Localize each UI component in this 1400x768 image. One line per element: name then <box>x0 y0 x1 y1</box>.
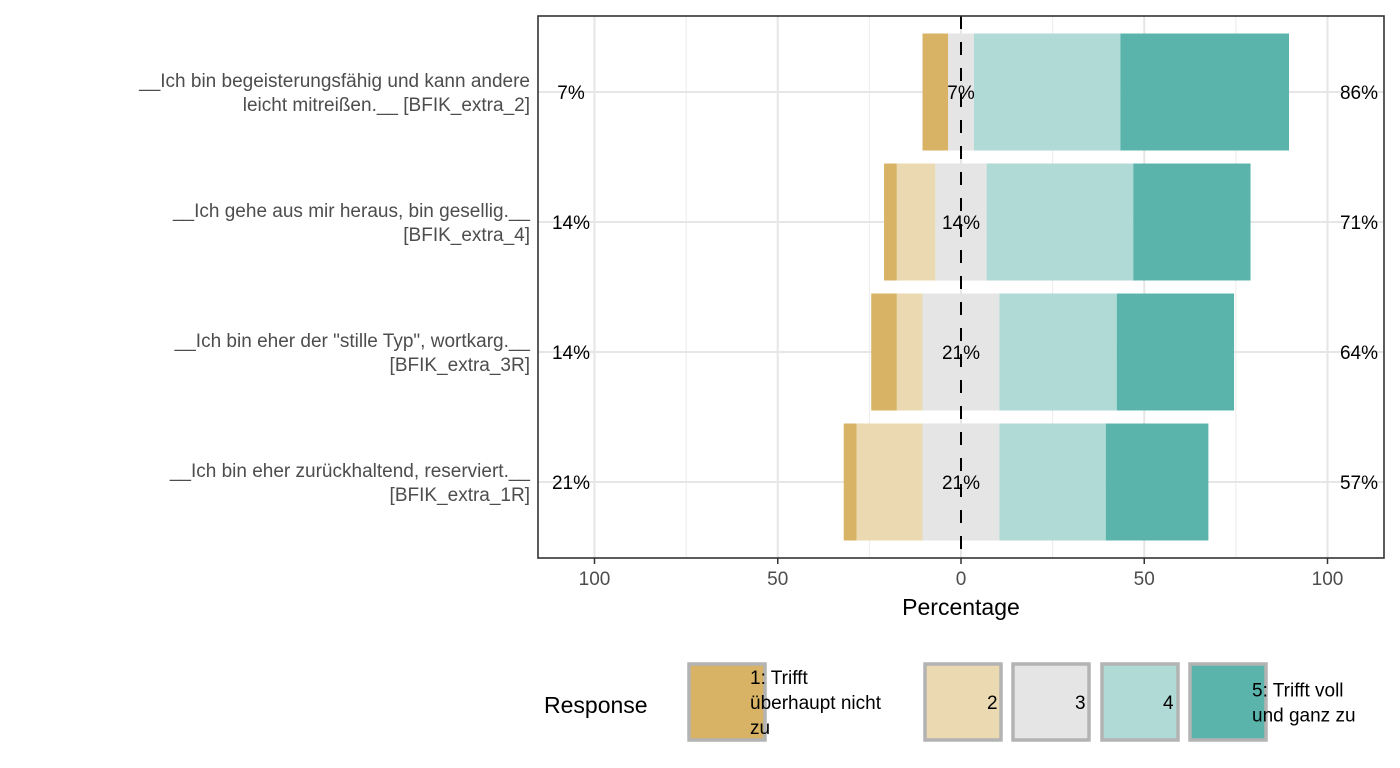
right-percent-label: 86% <box>1340 83 1378 104</box>
center-percent-label: 14% <box>942 213 980 234</box>
bar-segment <box>999 423 1106 541</box>
right-percent-label: 64% <box>1340 343 1378 364</box>
left-percent-label: 14% <box>552 343 590 364</box>
bar-segment <box>843 423 857 541</box>
item-label: __Ich bin eher zurückhaltend, reserviert… <box>169 461 531 506</box>
bar-segment <box>1105 423 1209 541</box>
bar-segment <box>1120 33 1290 151</box>
legend-title: Response <box>544 692 648 718</box>
bar-segment <box>973 33 1121 151</box>
right-percent-label: 71% <box>1340 213 1378 234</box>
x-tick-label: 100 <box>579 569 611 590</box>
x-axis-title: Percentage <box>902 594 1020 620</box>
item-label-line: [BFIK_extra_1R] <box>390 485 530 506</box>
bar-segment <box>922 33 949 151</box>
right-percent-label: 57% <box>1340 473 1378 494</box>
legend-label-line: und ganz zu <box>1252 706 1356 727</box>
data-labels: 7% 7% 86% 14% 14% 71% 14% 21% 64% 21% 21% 57% <box>552 83 1378 494</box>
legend-label: 1: Trifft überhaupt nicht zu <box>750 668 882 739</box>
item-label-line: __Ich bin eher der "stille Typ", wortkar… <box>174 331 531 352</box>
legend-label-line: 2 <box>987 693 998 714</box>
y-axis-labels: __Ich bin begeisterungsfähig und kann an… <box>138 71 530 506</box>
legend-label-line: 1: Trifft <box>750 668 808 689</box>
legend-label: 4 <box>1163 693 1174 714</box>
legend-label-line: zu <box>750 718 770 739</box>
item-label-line: [BFIK_extra_4] <box>403 225 530 246</box>
bar-segment <box>871 293 897 411</box>
legend-key <box>1188 662 1268 742</box>
bar-segment <box>999 293 1117 411</box>
x-tick-label: 50 <box>767 569 788 590</box>
x-tick-label: 50 <box>1134 569 1155 590</box>
bars <box>843 33 1290 541</box>
legend-label-line: überhaupt nicht <box>750 693 882 714</box>
bar-segment <box>856 423 923 541</box>
x-tick-label: 100 <box>1312 569 1344 590</box>
item-label-line: [BFIK_extra_3R] <box>390 355 530 376</box>
bar-segment <box>1116 293 1235 411</box>
item-label-line: __Ich bin eher zurückhaltend, reserviert… <box>169 461 531 482</box>
legend-label-line: 3 <box>1075 693 1086 714</box>
item-label-line: __Ich bin begeisterungsfähig und kann an… <box>138 71 530 92</box>
bar-segment <box>896 293 923 411</box>
center-percent-label: 21% <box>942 473 980 494</box>
legend-key <box>687 662 767 742</box>
legend-key <box>1100 662 1180 742</box>
center-percent-label: 21% <box>942 343 980 364</box>
item-label-line: leicht mitreißen.__ [BFIK_extra_2] <box>243 95 530 116</box>
bar-segment <box>896 163 936 281</box>
legend-label: 2 <box>987 693 998 714</box>
left-percent-label: 7% <box>557 83 585 104</box>
legend-key <box>923 662 1003 742</box>
left-percent-label: 14% <box>552 213 590 234</box>
x-tick-label: 0 <box>956 569 967 590</box>
left-percent-label: 21% <box>552 473 590 494</box>
bar-segment <box>1133 163 1251 281</box>
legend: Response 1: Trifft überhaupt nicht zu 2 3 4 5:… <box>544 662 1356 742</box>
legend-label: 5: Trifft voll und ganz zu <box>1252 681 1356 727</box>
item-label-line: __Ich gehe aus mir heraus, bin gesellig.… <box>172 201 530 222</box>
bar-segment <box>986 163 1134 281</box>
bar-segment <box>884 163 897 281</box>
legend-label: 3 <box>1075 693 1086 714</box>
x-axis: 100 50 0 50 100 <box>579 558 1344 590</box>
legend-label-line: 4 <box>1163 693 1174 714</box>
item-label: __Ich bin eher der "stille Typ", wortkar… <box>174 331 531 376</box>
item-label: __Ich bin begeisterungsfähig und kann an… <box>138 71 530 116</box>
legend-label-line: 5: Trifft voll <box>1252 681 1344 702</box>
legend-key <box>1011 662 1091 742</box>
center-percent-label: 7% <box>947 83 975 104</box>
item-label: __Ich gehe aus mir heraus, bin gesellig.… <box>172 201 530 246</box>
